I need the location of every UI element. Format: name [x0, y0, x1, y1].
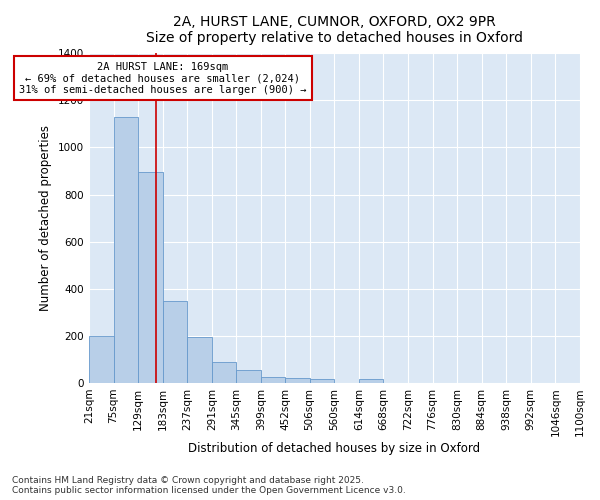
Bar: [163, 300, 187, 383]
X-axis label: Distribution of detached houses by size in Oxford: Distribution of detached houses by size …: [188, 442, 481, 455]
Text: Contains HM Land Registry data © Crown copyright and database right 2025.
Contai: Contains HM Land Registry data © Crown c…: [12, 476, 406, 495]
Text: 2A HURST LANE: 169sqm
← 69% of detached houses are smaller (2,024)
31% of semi-d: 2A HURST LANE: 169sqm ← 69% of detached …: [19, 62, 307, 95]
Y-axis label: Number of detached properties: Number of detached properties: [39, 125, 52, 311]
Bar: [285, 378, 310, 383]
Bar: [359, 380, 383, 383]
Bar: [261, 377, 285, 383]
Bar: [138, 172, 163, 383]
Bar: [212, 362, 236, 383]
Bar: [113, 117, 138, 383]
Bar: [310, 380, 334, 383]
Bar: [236, 370, 261, 383]
Title: 2A, HURST LANE, CUMNOR, OXFORD, OX2 9PR
Size of property relative to detached ho: 2A, HURST LANE, CUMNOR, OXFORD, OX2 9PR …: [146, 15, 523, 45]
Bar: [89, 336, 113, 383]
Bar: [187, 337, 212, 383]
